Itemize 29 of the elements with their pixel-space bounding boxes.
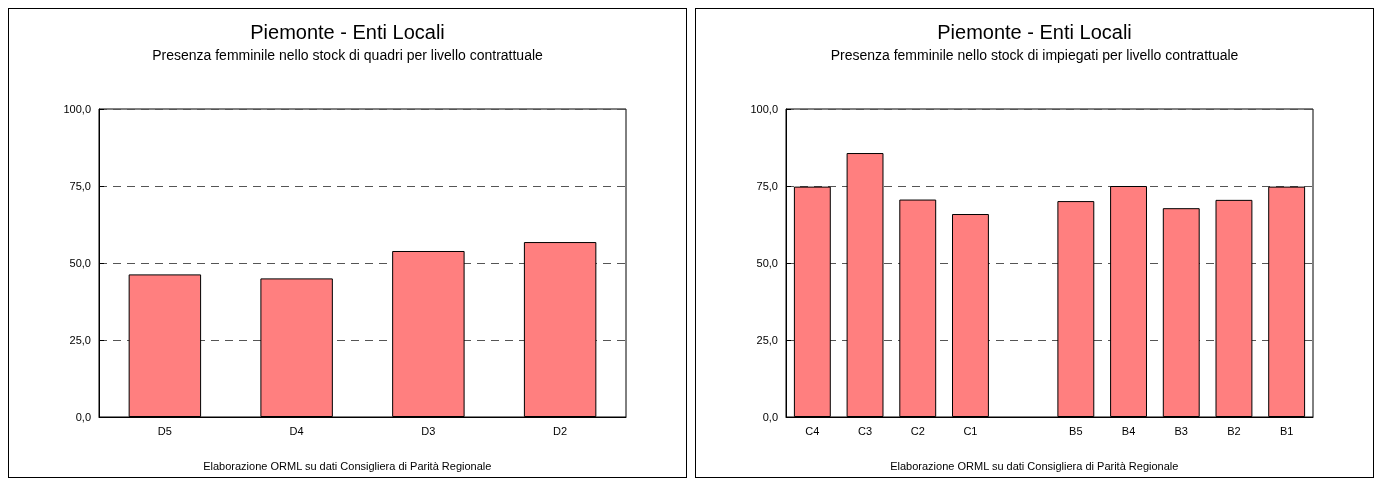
x-tick-label: D4 [289, 424, 304, 437]
x-tick-label: B1 [1279, 424, 1294, 437]
x-tick-label: C3 [858, 424, 873, 437]
x-tick-label: B5 [1069, 424, 1083, 437]
y-tick-label: 0,0 [762, 411, 778, 423]
y-tick-label: 75,0 [756, 180, 778, 192]
y-tick-label: 0,0 [75, 411, 91, 423]
y-tick-label: 75,0 [69, 180, 91, 192]
x-tick-label: B2 [1227, 424, 1241, 437]
chart-subtitle: Presenza femminile nello stock di quadri per livello contrattuale [152, 47, 544, 63]
x-tick-label: D2 [553, 424, 568, 437]
x-tick-label: C1 [963, 424, 978, 437]
y-tick-label: 25,0 [756, 334, 778, 346]
x-tick-label: B4 [1121, 424, 1136, 437]
y-tick-label: 25,0 [69, 334, 91, 346]
chart-title: Piemonte - Enti Locali [937, 21, 1132, 43]
y-tick-label: 50,0 [756, 257, 778, 269]
y-tick-label: 100,0 [750, 103, 778, 115]
y-tick-label: 50,0 [69, 257, 91, 269]
text: Elaborazione ORML su dati Consigliera di Parità Regionale [890, 459, 1179, 472]
chart-title: Piemonte - Enti Locali [250, 21, 445, 43]
x-tick-label: C4 [805, 424, 820, 437]
text: Elaborazione ORML su dati Consigliera di Parità Regionale [203, 459, 492, 472]
y-tick-label: 100,0 [63, 103, 91, 115]
x-tick-label: B3 [1174, 424, 1188, 437]
x-tick-label: D3 [421, 424, 436, 437]
x-tick-label: C2 [910, 424, 925, 437]
chart-subtitle: Presenza femminile nello stock di impiegati per livello contrattuale [830, 47, 1239, 63]
x-tick-label: D5 [157, 424, 172, 437]
